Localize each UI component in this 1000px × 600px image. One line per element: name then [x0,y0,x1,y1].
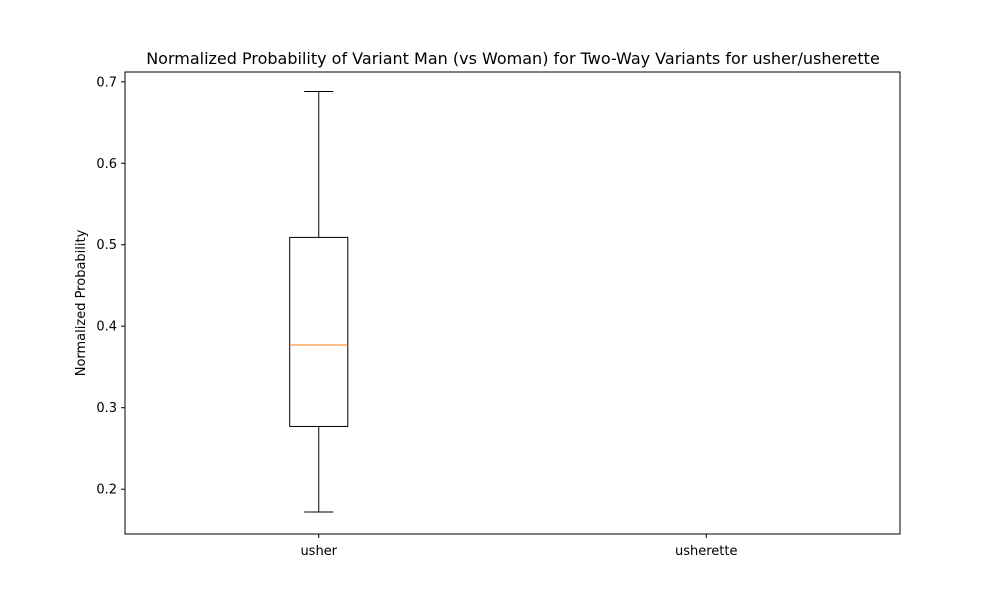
y-tick-label: 0.6 [96,157,117,172]
y-tick-label: 0.4 [96,320,117,335]
y-tick-label: 0.3 [96,401,117,416]
y-tick-label: 0.2 [96,483,117,498]
iqr-box [289,236,349,427]
y-tick-label: 0.5 [96,238,117,253]
x-tick-label: usher [300,544,337,559]
chart-title: Normalized Probability of Variant Man (v… [146,49,880,68]
x-tick-label: usherette [675,544,738,559]
y-tick-label: 0.7 [96,75,117,90]
y-axis-label: Normalized Probability [74,229,89,376]
plot-frame [124,71,901,535]
plot-area: 0.2 0.3 0.4 0.5 0.6 0.7 usher usherette [96,71,901,559]
